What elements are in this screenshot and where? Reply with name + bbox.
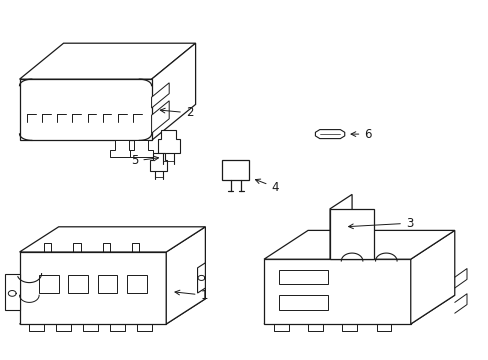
Polygon shape xyxy=(264,295,454,324)
Text: 3: 3 xyxy=(348,217,412,230)
Polygon shape xyxy=(278,270,327,284)
Polygon shape xyxy=(278,295,327,310)
Text: 6: 6 xyxy=(350,127,371,141)
Polygon shape xyxy=(329,209,373,259)
Polygon shape xyxy=(129,140,153,157)
Text: 5: 5 xyxy=(131,154,158,167)
Polygon shape xyxy=(20,43,195,79)
Polygon shape xyxy=(150,153,167,171)
Polygon shape xyxy=(157,130,180,153)
Polygon shape xyxy=(151,43,195,140)
Polygon shape xyxy=(68,275,88,293)
Polygon shape xyxy=(110,140,133,157)
Polygon shape xyxy=(20,252,166,324)
Polygon shape xyxy=(264,259,410,324)
Polygon shape xyxy=(329,194,351,259)
Polygon shape xyxy=(98,275,117,293)
Text: 1: 1 xyxy=(175,289,207,302)
Polygon shape xyxy=(264,230,454,259)
Polygon shape xyxy=(410,230,454,324)
Polygon shape xyxy=(20,79,151,140)
Polygon shape xyxy=(5,274,20,310)
Polygon shape xyxy=(151,83,169,108)
Polygon shape xyxy=(197,263,205,293)
Polygon shape xyxy=(315,130,344,139)
Polygon shape xyxy=(166,227,205,324)
Polygon shape xyxy=(222,160,249,180)
Polygon shape xyxy=(151,101,169,133)
Polygon shape xyxy=(20,299,205,324)
Text: 4: 4 xyxy=(255,179,278,194)
Polygon shape xyxy=(20,227,205,252)
Text: 2: 2 xyxy=(160,106,193,120)
Polygon shape xyxy=(39,275,59,293)
Polygon shape xyxy=(127,275,146,293)
